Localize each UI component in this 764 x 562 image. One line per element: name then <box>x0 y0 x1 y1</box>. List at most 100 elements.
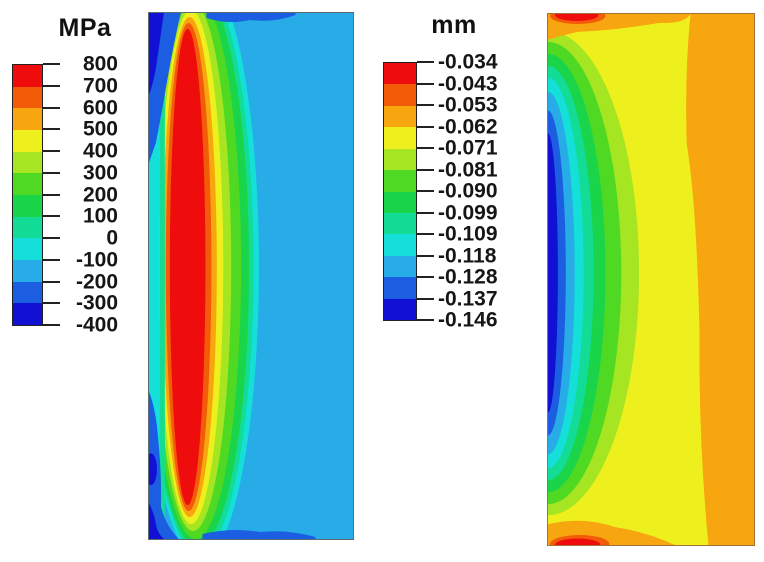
colorbar-tick <box>417 61 434 63</box>
colorbar-tick-label: 600 <box>82 96 118 119</box>
colorbar-tick-label: -0.081 <box>438 158 498 181</box>
colorbar-tick-label: -0.043 <box>438 72 498 95</box>
displacement-colorbar-ticks: -0.034 -0.043 -0.053 -0.062 -0.071 -0.081 -0.0… <box>417 52 517 331</box>
colorbar-tick-label: 800 <box>82 52 118 76</box>
colorbar-tick-label: -200 <box>75 270 118 293</box>
colorbar-tick-label: 500 <box>82 117 118 141</box>
colorbar-tick-label: -300 <box>75 291 118 315</box>
colorbar-tick <box>417 233 434 235</box>
stress-leftedge-cyan-strip <box>149 13 160 539</box>
colorbar-tick <box>43 193 60 196</box>
stress-bottomedge-blue-band <box>202 529 316 539</box>
disp-darkblue-core <box>548 133 558 413</box>
colorbar-tick <box>417 125 434 128</box>
colorbar-tick-label: 700 <box>82 74 118 98</box>
colorbar-tick-label: -0.137 <box>438 287 498 310</box>
stress-topleft-darkblue-patch <box>149 13 164 95</box>
colorbar-band <box>384 234 416 256</box>
colorbar-tick <box>43 84 60 87</box>
colorbar-tick <box>417 254 434 257</box>
colorbar-band <box>384 84 416 106</box>
colorbar-tick-label: -0.090 <box>438 179 498 203</box>
colorbar-band <box>384 63 416 85</box>
colorbar-tick-label: -0.146 <box>438 308 498 332</box>
colorbar-band <box>384 277 416 299</box>
colorbar-tick <box>43 150 60 152</box>
colorbar-tick-label: -0.109 <box>438 222 498 246</box>
colorbar-tick <box>417 104 434 106</box>
colorbar-band <box>13 281 42 304</box>
colorbar-tick-label: -0.128 <box>438 265 498 289</box>
colorbar-tick <box>417 276 434 278</box>
colorbar-band <box>384 127 416 149</box>
stress-contour-plot <box>148 12 354 540</box>
colorbar-tick-label: 300 <box>82 161 118 185</box>
colorbar-tick <box>43 280 60 283</box>
colorbar-band <box>384 255 416 278</box>
colorbar-band <box>13 151 42 174</box>
colorbar-tick <box>417 82 434 85</box>
colorbar-tick-label: -0.118 <box>438 244 497 267</box>
disp-bottom-red-spot <box>554 538 601 545</box>
stress-topedge-blue-band <box>206 13 296 23</box>
colorbar-band <box>384 148 416 171</box>
colorbar-tick <box>43 106 60 109</box>
colorbar-band <box>384 170 416 192</box>
stress-contour-svg <box>149 13 353 539</box>
colorbar-band <box>13 86 42 109</box>
colorbar-tick <box>43 258 60 261</box>
colorbar-tick <box>417 297 434 300</box>
colorbar-tick-label: 100 <box>82 204 118 228</box>
colorbar-band <box>13 65 42 87</box>
colorbar-band <box>13 260 42 282</box>
colorbar-band <box>384 298 416 321</box>
colorbar-tick-label: 200 <box>82 183 118 206</box>
colorbar-band <box>384 212 416 235</box>
colorbar-band <box>13 173 42 196</box>
stress-leftedge-green-strip <box>159 13 165 539</box>
stress-legend-title: MPa <box>58 14 112 42</box>
colorbar-tick <box>417 168 434 171</box>
disp-rightedge-orange-band <box>686 14 754 545</box>
colorbar-tick <box>43 324 60 326</box>
colorbar-band <box>13 108 42 131</box>
colorbar-tick-label: -0.034 <box>438 50 498 74</box>
colorbar-tick-label: -0.062 <box>438 115 498 138</box>
colorbar-band <box>384 191 416 213</box>
colorbar-tick-label: -0.099 <box>438 201 498 224</box>
colorbar-tick-label: 400 <box>82 139 118 163</box>
displacement-colorbar <box>383 62 417 321</box>
stress-red-core <box>169 28 206 506</box>
stress-bottomleft-blue-patch <box>149 391 179 539</box>
colorbar-tick-label: -0.053 <box>438 93 498 117</box>
colorbar-tick <box>43 171 60 174</box>
disp-top-red-spot <box>554 14 599 21</box>
displacement-contour-plot <box>547 13 755 546</box>
colorbar-band <box>13 238 42 261</box>
displacement-legend-title: mm <box>431 11 477 39</box>
colorbar-tick <box>43 302 60 305</box>
stress-colorbar <box>12 64 43 326</box>
colorbar-tick <box>417 147 434 149</box>
displacement-contour-svg <box>548 14 754 545</box>
colorbar-tick-label: 0 <box>106 226 118 250</box>
colorbar-tick <box>43 128 60 131</box>
stress-bottomleft-darkblue-blob <box>149 453 157 486</box>
colorbar-band <box>384 105 416 128</box>
colorbar-band <box>13 216 42 239</box>
colorbar-tick <box>417 190 434 192</box>
stress-colorbar-ticks: 800 700 600 500 400 300 200 100 0 -100 -200 -300 -40… <box>43 54 123 336</box>
colorbar-band <box>13 130 42 152</box>
colorbar-tick-label: -0.071 <box>438 136 498 160</box>
colorbar-tick <box>43 63 60 65</box>
colorbar-tick <box>417 211 434 214</box>
colorbar-tick-label: -100 <box>75 248 118 272</box>
colorbar-tick <box>43 215 60 218</box>
colorbar-tick <box>43 237 60 239</box>
colorbar-band <box>13 303 42 326</box>
colorbar-band <box>13 195 42 217</box>
stress-bottomleft-darkblue-corner <box>149 503 164 539</box>
colorbar-tick-label: -400 <box>75 313 118 337</box>
colorbar-tick <box>417 319 434 321</box>
